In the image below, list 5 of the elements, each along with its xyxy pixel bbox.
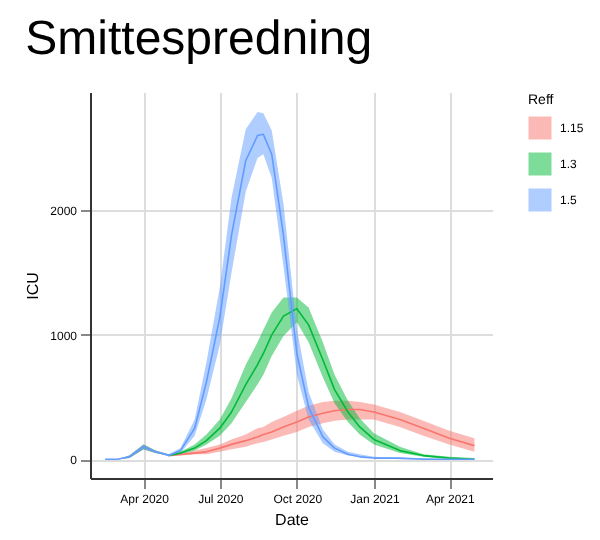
x-axis-title: Date xyxy=(275,511,310,529)
chart-title: Smittespredning xyxy=(25,12,373,66)
line-series xyxy=(167,307,476,461)
line-series xyxy=(167,408,476,457)
y-axis-title: ICU xyxy=(24,271,43,300)
